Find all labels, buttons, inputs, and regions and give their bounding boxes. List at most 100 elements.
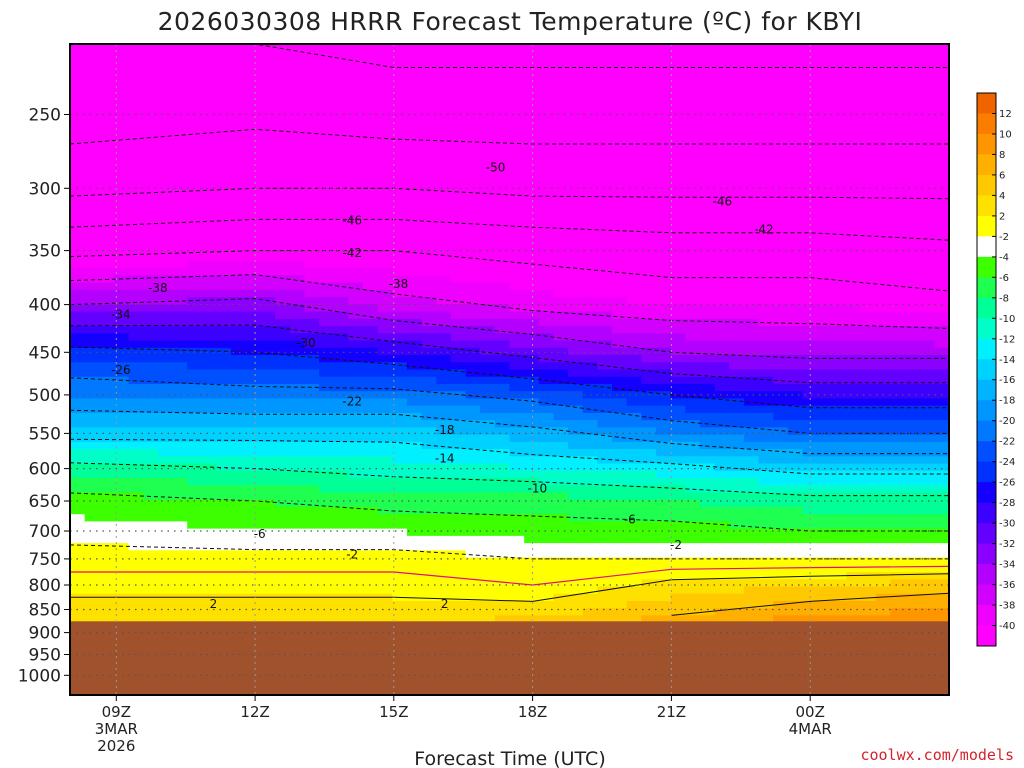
temperature-cell: [538, 586, 555, 595]
temperature-cell: [831, 449, 848, 457]
temperature-cell: [84, 579, 100, 588]
temperature-cell: [626, 138, 642, 146]
temperature-cell: [758, 535, 774, 544]
temperature-cell: [538, 391, 555, 400]
temperature-cell: [245, 203, 262, 211]
temperature-cell: [289, 166, 305, 175]
temperature-cell: [172, 94, 188, 103]
temperature-cell: [568, 152, 584, 161]
temperature-cell: [128, 166, 144, 175]
temperature-cell: [187, 535, 203, 544]
temperature-cell: [773, 412, 789, 421]
temperature-cell: [685, 326, 701, 334]
temperature-cell: [172, 253, 188, 262]
temperature-cell: [113, 166, 130, 175]
temperature-cell: [304, 239, 320, 248]
temperature-cell: [275, 318, 291, 327]
temperature-cell: [743, 275, 760, 284]
temperature-cell: [363, 362, 379, 371]
temperature-cell: [260, 217, 276, 226]
temperature-cell: [509, 506, 525, 515]
temperature-cell: [348, 412, 364, 421]
temperature-cell: [421, 608, 437, 617]
temperature-cell: [84, 485, 100, 494]
temperature-cell: [846, 557, 862, 566]
temperature-cell: [524, 514, 540, 522]
temperature-cell: [113, 261, 130, 269]
temperature-cell: [743, 130, 760, 139]
temperature-cell: [260, 289, 276, 298]
temperature-cell: [260, 94, 276, 103]
temperature-cell: [201, 101, 218, 110]
temperature-cell: [699, 109, 716, 117]
temperature-cell: [319, 456, 335, 465]
temperature-cell: [553, 405, 569, 414]
temperature-cell: [509, 195, 525, 204]
temperature-cell: [773, 405, 789, 414]
temperature-cell: [524, 434, 540, 443]
temperature-cell: [231, 391, 247, 400]
temperature-cell: [758, 101, 774, 110]
temperature-cell: [758, 499, 774, 508]
temperature-cell: [348, 340, 364, 349]
temperature-cell: [553, 521, 569, 530]
temperature-cell: [582, 369, 598, 378]
temperature-cell: [70, 326, 86, 334]
temperature-cell: [348, 130, 364, 139]
temperature-cell: [187, 420, 203, 428]
temperature-cell: [553, 138, 569, 146]
temperature-cell: [245, 261, 262, 269]
temperature-cell: [304, 600, 320, 609]
temperature-cell: [480, 253, 496, 262]
temperature-cell: [333, 427, 349, 436]
temperature-cell: [494, 326, 511, 334]
temperature-cell: [406, 58, 423, 67]
temperature-cell: [465, 304, 481, 313]
temperature-cell: [128, 224, 144, 233]
temperature-cell: [656, 398, 672, 407]
temperature-cell: [875, 239, 891, 248]
temperature-cell: [333, 174, 349, 183]
temperature-cell: [743, 181, 760, 190]
temperature-cell: [494, 246, 511, 255]
temperature-cell: [656, 116, 672, 125]
temperature-cell: [729, 340, 745, 349]
temperature-cell: [729, 188, 745, 197]
temperature-cell: [670, 593, 686, 602]
temperature-cell: [99, 441, 115, 450]
temperature-cell: [436, 608, 452, 617]
temperature-cell: [363, 340, 379, 349]
temperature-cell: [392, 347, 408, 356]
temperature-cell: [333, 586, 349, 595]
temperature-cell: [436, 203, 452, 211]
temperature-cell: [245, 268, 262, 277]
temperature-cell: [773, 550, 789, 559]
temperature-cell: [231, 369, 247, 378]
temperature-cell: [201, 405, 218, 414]
temperature-cell: [421, 391, 437, 400]
temperature-cell: [553, 123, 569, 132]
temperature-cell: [787, 65, 804, 74]
temperature-cell: [187, 449, 203, 457]
temperature-cell: [113, 246, 130, 255]
temperature-cell: [421, 123, 437, 132]
temperature-cell: [216, 608, 232, 617]
temperature-cell: [216, 51, 232, 60]
temperature-cell: [831, 152, 848, 161]
temperature-cell: [348, 362, 364, 371]
temperature-cell: [612, 145, 628, 154]
temperature-cell: [172, 159, 188, 168]
temperature-cell: [597, 246, 613, 255]
temperature-cell: [450, 340, 467, 349]
temperature-cell: [626, 506, 642, 515]
temperature-cell: [128, 528, 144, 537]
temperature-cell: [113, 152, 130, 161]
temperature-cell: [231, 456, 247, 465]
temperature-cell: [509, 557, 525, 566]
temperature-cell: [568, 355, 584, 363]
temperature-cell: [538, 101, 555, 110]
temperature-cell: [70, 564, 86, 573]
temperature-cell: [260, 369, 276, 378]
temperature-cell: [524, 383, 540, 392]
temperature-cell: [319, 340, 335, 349]
